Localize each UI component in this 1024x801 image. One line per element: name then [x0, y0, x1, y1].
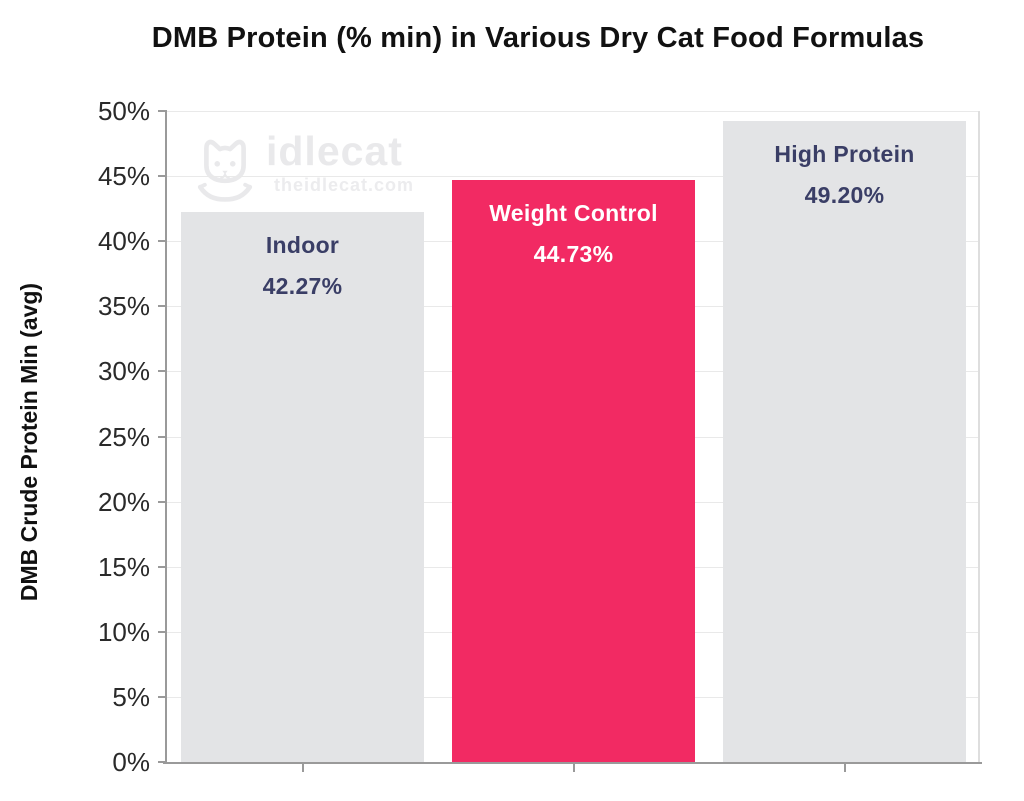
y-tick-mark	[158, 305, 167, 308]
gridline-50%	[167, 111, 978, 112]
x-axis-line	[163, 762, 982, 764]
bar-label-block: Indoor 42.27%	[181, 225, 424, 307]
y-tick-mark	[158, 110, 167, 112]
y-tick-label-20%: 20%	[97, 486, 150, 517]
bar-value-label: 44.73%	[533, 240, 614, 267]
x-tick-mark	[301, 764, 304, 772]
x-tick-mark	[843, 764, 846, 772]
y-tick-mark	[158, 435, 167, 438]
gridline-45%	[167, 176, 978, 178]
y-tick-mark	[158, 370, 167, 373]
bar-indoor: Indoor 42.27%	[181, 211, 424, 762]
y-tick-label-5%: 5%	[112, 681, 150, 712]
y-tick-mark	[158, 695, 167, 698]
y-tick-label-40%: 40%	[97, 226, 150, 257]
y-tick-mark	[158, 500, 167, 503]
y-tick-mark	[158, 565, 167, 568]
y-tick-label-15%: 15%	[97, 551, 150, 582]
y-tick-mark	[158, 761, 167, 763]
bar-category-label: High Protein	[774, 141, 915, 168]
y-tick-label-0%: 0%	[112, 747, 150, 777]
bar-value-label: 42.27%	[262, 272, 343, 299]
y-tick-mark	[158, 175, 167, 178]
bar-category-label: Weight Control	[489, 199, 658, 226]
y-tick-label-30%: 30%	[97, 356, 150, 387]
bar-label-block: Weight Control 44.73%	[452, 193, 695, 275]
y-tick-mark	[158, 630, 167, 633]
y-tick-label-35%: 35%	[97, 291, 150, 322]
y-tick-label-25%: 25%	[97, 421, 150, 452]
bar-high-protein: High Protein 49.20%	[723, 121, 966, 762]
x-tick-mark	[572, 764, 575, 772]
y-tick-label-10%: 10%	[97, 616, 150, 647]
bar-weight-control: Weight Control 44.73%	[452, 179, 695, 762]
y-tick-label-50%: 50%	[97, 96, 150, 126]
chart-title: DMB Protein (% min) in Various Dry Cat F…	[151, 22, 925, 54]
y-tick-mark	[158, 240, 167, 243]
y-axis-label: DMB Crude Protein Min (avg)	[16, 282, 42, 602]
plot-area: Indoor 42.27% Weight Control 44.73% High Pro…	[167, 111, 980, 762]
bar-value-label: 49.20%	[804, 182, 885, 209]
bar-label-block: High Protein 49.20%	[723, 134, 966, 216]
bar-category-label: Indoor	[265, 231, 340, 258]
y-tick-label-45%: 45%	[97, 161, 150, 192]
